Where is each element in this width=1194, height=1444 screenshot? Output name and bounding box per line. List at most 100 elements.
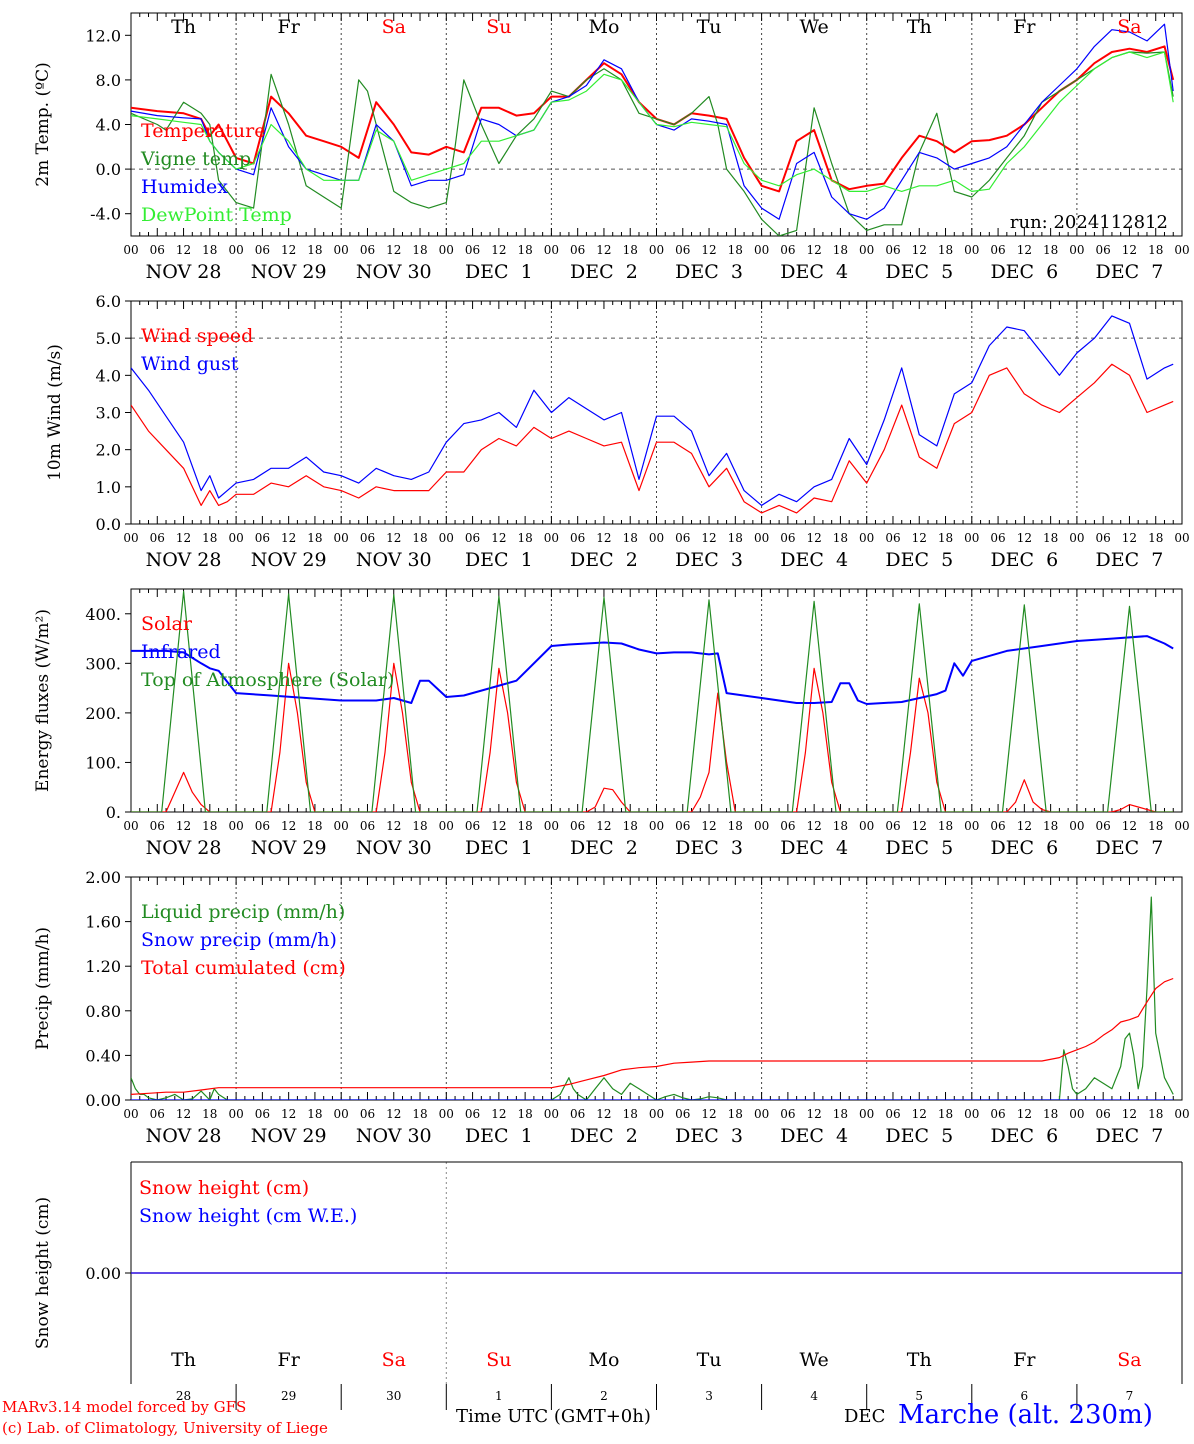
y-tick-label: 0.40	[85, 1046, 121, 1065]
hour-tick-label: 00	[123, 243, 138, 257]
hour-tick-label: 06	[255, 243, 270, 257]
hour-tick-label: 00	[544, 531, 559, 545]
y-tick-label: 5.0	[96, 329, 121, 348]
hour-tick-label: 06	[1096, 531, 1111, 545]
hour-tick-label: 12	[491, 819, 506, 833]
hour-tick-label: 18	[307, 1107, 322, 1121]
date-label: DEC 4	[780, 837, 848, 859]
hour-tick-label: 06	[360, 1107, 375, 1121]
model-credit: MARv3.14 model forced by GFS	[2, 1398, 247, 1416]
legend-entry: Solar	[141, 613, 193, 635]
hour-tick-label: 12	[701, 819, 716, 833]
series-line-dewpoint-temp	[131, 51, 1174, 192]
date-label: DEC 7	[1096, 837, 1164, 859]
series-line-total-cumulated-cm-	[131, 977, 1174, 1095]
hour-tick-label: 12	[176, 243, 191, 257]
hour-tick-label: 12	[912, 531, 927, 545]
date-label: DEC 5	[885, 837, 953, 859]
precip-panel: 00 06 12 18 00 06 12 18 00 06 12 18 00 06 12 18 00 06 12 18…	[33, 868, 1190, 1147]
legend-entry: Liquid precip (mm/h)	[141, 901, 345, 923]
y-tick-label: 2.00	[85, 868, 121, 887]
hour-tick-label: 06	[990, 243, 1005, 257]
date-label: DEC 2	[570, 837, 638, 859]
hour-tick-label: 06	[465, 1107, 480, 1121]
date-label: DEC 3	[675, 837, 743, 859]
hour-tick-label: 00	[964, 243, 979, 257]
hour-tick-label: 06	[885, 243, 900, 257]
weekday-label: Th	[907, 1349, 932, 1371]
hour-tick-label: 18	[623, 531, 638, 545]
hour-tick-label: 00	[1174, 243, 1189, 257]
hour-tick-label: 06	[360, 531, 375, 545]
weekday-label: We	[800, 16, 829, 38]
temp-panel: 00 06 12 18 00 06 12 18 00 06 12 18 00 06 12 18 00 06 12 18…	[33, 12, 1190, 283]
hour-tick-label: 18	[938, 531, 953, 545]
hour-tick-label: 12	[386, 243, 401, 257]
hour-tick-label: 00	[1069, 243, 1084, 257]
hour-tick-label: 06	[150, 819, 165, 833]
hour-tick-label: 18	[307, 531, 322, 545]
hour-tick-label: 06	[885, 1107, 900, 1121]
hour-tick-label: 12	[1017, 531, 1032, 545]
date-label: DEC 7	[1096, 261, 1164, 283]
hour-tick-label: 12	[386, 819, 401, 833]
hour-tick-label: 00	[1174, 1107, 1189, 1121]
hour-tick-label: 18	[1148, 819, 1163, 833]
hour-tick-label: 06	[780, 1107, 795, 1121]
y-tick-label: 6.0	[96, 292, 121, 311]
hour-tick-label: 18	[1148, 1107, 1163, 1121]
weekday-label: Tu	[697, 1349, 722, 1371]
hour-tick-label: 12	[1122, 243, 1137, 257]
weekday-label: Mo	[588, 16, 619, 38]
hour-tick-label: 12	[596, 243, 611, 257]
weekday-label: Su	[486, 1349, 511, 1371]
hour-tick-label: 06	[465, 243, 480, 257]
y-tick-label: 0.80	[85, 1002, 121, 1021]
hour-tick-label: 06	[255, 1107, 270, 1121]
legend-entry: Snow precip (mm/h)	[141, 929, 337, 951]
date-label: DEC 4	[780, 549, 848, 571]
series-line-vigne-temp	[131, 51, 1174, 236]
day-number: 28	[176, 1389, 191, 1403]
date-label: NOV 29	[251, 261, 327, 283]
day-number: 30	[386, 1389, 401, 1403]
snow-panel: 0.00 Snow height (cm) Snow height (cm) Snow…	[33, 1161, 1183, 1410]
y-axis-label: 2m Temp. (ºC)	[33, 62, 53, 187]
hour-tick-label: 00	[439, 819, 454, 833]
date-label: NOV 30	[356, 837, 432, 859]
hour-tick-label: 12	[386, 1107, 401, 1121]
hour-tick-label: 12	[176, 819, 191, 833]
hour-tick-label: 18	[938, 1107, 953, 1121]
date-label: DEC 1	[465, 261, 533, 283]
y-tick-label: 2.0	[96, 441, 121, 460]
hour-tick-label: 00	[964, 819, 979, 833]
y-axis-label: Snow height (cm)	[33, 1197, 53, 1349]
hour-tick-label: 12	[491, 1107, 506, 1121]
weekday-label: Fr	[278, 16, 301, 38]
day-number: 4	[810, 1389, 818, 1403]
weekday-label: Sa	[1117, 16, 1141, 38]
hour-tick-label: 18	[728, 819, 743, 833]
hour-tick-label: 00	[1174, 819, 1189, 833]
legend-entry: Wind gust	[141, 353, 239, 375]
date-label: DEC 4	[780, 261, 848, 283]
hour-tick-label: 00	[334, 1107, 349, 1121]
date-label: NOV 28	[146, 549, 222, 571]
series-line-wind-gust	[131, 315, 1174, 506]
hour-tick-label: 06	[780, 819, 795, 833]
hour-tick-label: 06	[570, 243, 585, 257]
hour-tick-label: 18	[202, 243, 217, 257]
date-label: DEC 1	[465, 1125, 533, 1147]
hour-tick-label: 12	[1122, 1107, 1137, 1121]
hour-tick-label: 18	[728, 243, 743, 257]
hour-tick-label: 06	[990, 1107, 1005, 1121]
hour-tick-label: 00	[649, 1107, 664, 1121]
hour-tick-label: 12	[807, 243, 822, 257]
weekday-label: Sa	[382, 1349, 406, 1371]
hour-tick-label: 06	[465, 531, 480, 545]
date-label: NOV 30	[356, 1125, 432, 1147]
weekday-label: Sa	[1117, 1349, 1141, 1371]
hour-tick-label: 18	[938, 819, 953, 833]
hour-tick-label: 06	[675, 1107, 690, 1121]
hour-tick-label: 18	[833, 243, 848, 257]
